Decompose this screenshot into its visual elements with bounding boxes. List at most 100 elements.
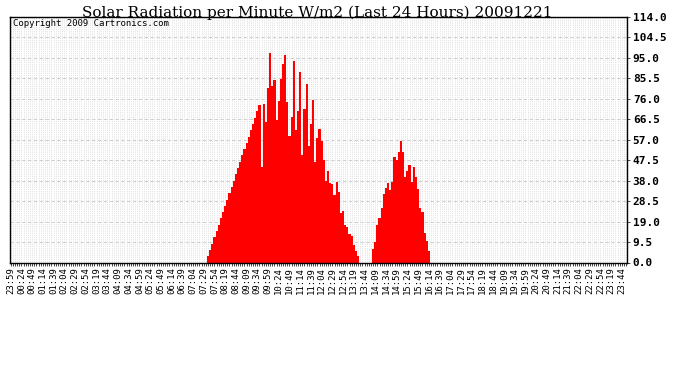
Bar xyxy=(335,182,337,262)
Bar xyxy=(235,174,237,262)
Bar xyxy=(263,104,265,262)
Bar xyxy=(237,168,239,262)
Bar xyxy=(331,184,333,262)
Bar xyxy=(413,168,415,262)
Bar xyxy=(250,130,252,262)
Bar xyxy=(213,237,215,262)
Text: Copyright 2009 Cartronics.com: Copyright 2009 Cartronics.com xyxy=(12,20,168,28)
Bar xyxy=(306,84,308,262)
Bar xyxy=(404,177,406,262)
Bar xyxy=(288,136,290,262)
Bar xyxy=(220,218,222,262)
Bar xyxy=(302,155,304,262)
Bar xyxy=(372,249,374,262)
Bar xyxy=(400,141,402,262)
Bar xyxy=(415,177,417,262)
Bar xyxy=(226,200,228,262)
Bar xyxy=(323,160,325,262)
Bar xyxy=(256,111,258,262)
Bar xyxy=(297,111,299,262)
Bar xyxy=(277,101,280,262)
Bar xyxy=(271,86,273,262)
Bar xyxy=(314,162,316,262)
Bar xyxy=(286,102,288,262)
Bar xyxy=(209,250,211,262)
Bar xyxy=(383,194,385,262)
Bar xyxy=(355,251,357,262)
Bar xyxy=(411,182,413,262)
Bar xyxy=(327,171,329,262)
Bar xyxy=(261,167,263,262)
Bar xyxy=(312,100,314,262)
Bar xyxy=(389,190,391,262)
Bar xyxy=(357,256,359,262)
Bar xyxy=(346,227,348,262)
Bar xyxy=(342,211,344,262)
Bar xyxy=(422,212,424,262)
Bar xyxy=(269,53,271,262)
Bar xyxy=(406,171,408,262)
Bar xyxy=(310,124,312,262)
Bar xyxy=(211,244,213,262)
Bar xyxy=(417,189,420,262)
Bar xyxy=(424,232,426,262)
Bar xyxy=(428,251,430,262)
Bar xyxy=(290,117,293,262)
Bar xyxy=(402,152,404,262)
Bar xyxy=(379,219,381,262)
Bar xyxy=(217,225,220,262)
Bar xyxy=(275,120,277,262)
Bar xyxy=(230,187,233,262)
Bar xyxy=(381,209,383,262)
Bar xyxy=(293,62,295,262)
Bar xyxy=(224,206,226,262)
Bar xyxy=(252,124,254,262)
Bar xyxy=(348,234,351,262)
Bar xyxy=(376,225,379,262)
Bar xyxy=(267,88,269,262)
Bar xyxy=(333,195,335,262)
Bar xyxy=(391,182,393,262)
Bar xyxy=(340,213,342,262)
Bar xyxy=(337,192,340,262)
Bar xyxy=(248,136,250,262)
Bar xyxy=(246,143,248,262)
Bar xyxy=(284,55,286,262)
Bar xyxy=(351,236,353,262)
Bar xyxy=(258,105,261,262)
Bar xyxy=(316,138,319,262)
Bar xyxy=(395,160,397,262)
Bar xyxy=(397,152,400,262)
Bar xyxy=(304,109,306,262)
Bar xyxy=(374,242,376,262)
Bar xyxy=(273,80,275,262)
Bar xyxy=(344,225,346,262)
Bar xyxy=(222,212,224,262)
Bar xyxy=(215,231,217,262)
Bar xyxy=(207,256,209,262)
Bar xyxy=(233,181,235,262)
Bar xyxy=(265,122,267,262)
Bar xyxy=(319,129,321,262)
Bar xyxy=(426,241,428,262)
Bar xyxy=(239,162,241,262)
Bar xyxy=(408,165,411,262)
Bar xyxy=(299,72,302,262)
Bar xyxy=(325,181,327,262)
Bar xyxy=(393,157,395,262)
Bar xyxy=(385,188,387,262)
Bar xyxy=(387,183,389,262)
Bar xyxy=(329,183,331,262)
Bar xyxy=(228,193,230,262)
Bar xyxy=(254,118,256,262)
Bar xyxy=(280,80,282,262)
Bar xyxy=(321,141,323,262)
Bar xyxy=(353,246,355,262)
Bar xyxy=(282,64,284,262)
Bar xyxy=(295,130,297,262)
Bar xyxy=(244,149,246,262)
Bar xyxy=(308,146,310,262)
Bar xyxy=(241,155,244,262)
Bar xyxy=(420,207,422,262)
Text: Solar Radiation per Minute W/m2 (Last 24 Hours) 20091221: Solar Radiation per Minute W/m2 (Last 24… xyxy=(82,6,553,20)
